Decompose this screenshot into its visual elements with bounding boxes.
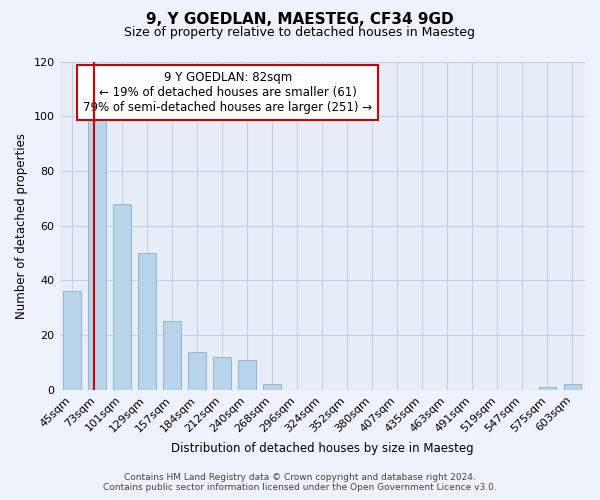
Bar xyxy=(113,204,131,390)
Bar xyxy=(564,384,581,390)
Text: 9 Y GOEDLAN: 82sqm
← 19% of detached houses are smaller (61)
79% of semi-detache: 9 Y GOEDLAN: 82sqm ← 19% of detached hou… xyxy=(83,72,372,114)
Bar xyxy=(214,357,231,390)
Text: Size of property relative to detached houses in Maesteg: Size of property relative to detached ho… xyxy=(125,26,476,39)
Bar xyxy=(263,384,281,390)
Bar xyxy=(88,114,106,390)
Bar xyxy=(139,253,156,390)
Text: 9, Y GOEDLAN, MAESTEG, CF34 9GD: 9, Y GOEDLAN, MAESTEG, CF34 9GD xyxy=(146,12,454,28)
Text: Contains HM Land Registry data © Crown copyright and database right 2024.
Contai: Contains HM Land Registry data © Crown c… xyxy=(103,473,497,492)
Bar xyxy=(63,292,81,390)
Bar xyxy=(539,387,556,390)
Bar xyxy=(188,352,206,390)
Bar xyxy=(238,360,256,390)
X-axis label: Distribution of detached houses by size in Maesteg: Distribution of detached houses by size … xyxy=(171,442,473,455)
Y-axis label: Number of detached properties: Number of detached properties xyxy=(15,132,28,318)
Bar xyxy=(163,322,181,390)
